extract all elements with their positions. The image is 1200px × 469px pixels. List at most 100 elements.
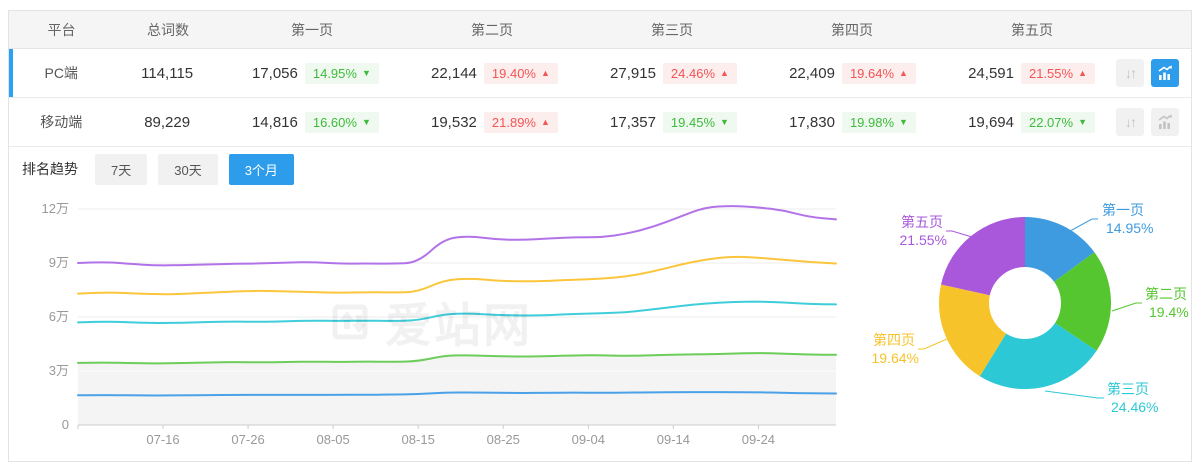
- donut-percent-第一页: 14.95%: [1106, 220, 1153, 236]
- trend-toolbar: 排名趋势 7天 30天 3个月: [9, 147, 1191, 191]
- show-trend-chart-button[interactable]: [1151, 108, 1180, 136]
- label-leader-line-第五页: [946, 230, 973, 238]
- line-series-第一页: [77, 391, 837, 397]
- donut-label-第四页: 第四页: [873, 332, 915, 348]
- down-arrow-icon: ▼: [899, 116, 908, 127]
- change-percent: 14.95%: [312, 65, 357, 81]
- down-arrow-icon: ▼: [361, 116, 371, 127]
- down-arrow-icon: ▼: [720, 116, 729, 127]
- down-arrow-icon: ▼: [1078, 116, 1087, 127]
- page-1-cell: 14,816 16.60% ▼: [221, 111, 400, 133]
- x-axis-label-08-15: 08-15: [402, 432, 435, 447]
- page-3-count: 17,357: [610, 113, 656, 131]
- page-4-change-badge: 19.64% ▲: [841, 62, 916, 84]
- change-percent: 19.45%: [670, 114, 716, 130]
- sort-compare-button[interactable]: ↓↑: [1116, 108, 1145, 136]
- page-4-cell: 17,830 19.98% ▼: [758, 111, 937, 133]
- donut-label-第二页: 第二页: [1145, 286, 1187, 302]
- change-percent: 22.07%: [1028, 114, 1074, 130]
- page-3-cell: 17,357 19.45% ▼: [579, 111, 758, 133]
- table-row-移动端[interactable]: 移动端 89,229 14,816 16.60% ▼ 19,532 21.89% ▲ 17,35…: [9, 98, 1191, 147]
- page-5-cell: 24,591 21.55% ▲: [937, 62, 1116, 84]
- trend-tab-30天[interactable]: 30天: [158, 153, 218, 185]
- page-5-count: 24,591: [968, 64, 1014, 82]
- show-trend-chart-button[interactable]: [1151, 59, 1180, 87]
- donut-label-第五页: 第五页: [901, 214, 943, 230]
- page-1-change-badge: 16.60% ▼: [304, 111, 379, 133]
- page-distribution-donut-chart: 第一页 14.95% 第二页 19.4% 第三页 24.46% 第四页 19.64% 第五页 21…: [872, 202, 1189, 415]
- x-axis-label-09-04: 09-04: [572, 432, 605, 447]
- column-header-1: 平台: [47, 21, 76, 38]
- donut-label-第一页: 第一页: [1102, 202, 1144, 218]
- page-1-change-badge: 14.95% ▼: [304, 62, 379, 84]
- row-actions: ↓↑: [1116, 59, 1191, 87]
- donut-slice-第二页[interactable]: [1054, 252, 1112, 351]
- donut-percent-第二页: 19.4%: [1149, 304, 1189, 320]
- page-4-change-badge: 19.98% ▼: [841, 111, 916, 133]
- donut-percent-第五页: 21.55%: [900, 232, 947, 248]
- page-1-count: 17,056: [251, 64, 298, 82]
- up-arrow-icon: ▲: [720, 67, 729, 78]
- trend-chart-icon: [1158, 65, 1172, 80]
- trend-tab-3个月[interactable]: 3个月: [228, 153, 294, 185]
- line-series-第二页: [77, 352, 837, 365]
- table-header: 平台 总词数 第一页 第二页 第三页 第四页 第五页: [9, 11, 1191, 49]
- page-2-cell: 22,144 19.40% ▲: [400, 62, 579, 84]
- line-series-第四页: [77, 255, 837, 296]
- sort-arrows-icon: ↓↑: [1125, 65, 1137, 81]
- platform-label: PC端: [44, 65, 78, 81]
- up-arrow-icon: ▲: [1078, 67, 1087, 78]
- donut-percent-第三页: 24.46%: [1111, 399, 1158, 415]
- area-fill: [78, 353, 836, 425]
- sort-compare-button[interactable]: ↓↑: [1116, 59, 1145, 87]
- x-axis-label-07-16: 07-16: [146, 432, 179, 447]
- page-5-change-badge: 22.07% ▼: [1020, 111, 1095, 133]
- donut-percent-第四页: 19.64%: [872, 350, 919, 366]
- y-axis-label-3万: 3万: [49, 363, 69, 378]
- trend-tab-7天[interactable]: 7天: [95, 153, 148, 185]
- page-4-cell: 22,409 19.64% ▲: [758, 62, 937, 84]
- trend-section-title: 排名趋势: [22, 161, 78, 177]
- change-percent: 24.46%: [670, 65, 716, 81]
- up-arrow-icon: ▲: [899, 67, 908, 78]
- keyword-rank-panel: 平台 总词数 第一页 第二页 第三页 第四页 第五页 PC端 114,115 17,056 14.…: [8, 10, 1192, 462]
- down-arrow-icon: ▼: [361, 67, 371, 78]
- label-leader-line-第四页: [918, 338, 948, 350]
- page-5-cell: 19,694 22.07% ▼: [937, 111, 1116, 133]
- donut-label-第三页: 第三页: [1107, 381, 1149, 397]
- line-series-第三页: [77, 300, 837, 324]
- page-4-count: 22,409: [789, 64, 835, 82]
- donut-slice-第三页[interactable]: [979, 323, 1097, 390]
- change-percent: 19.40%: [491, 65, 536, 81]
- y-axis-label-12万: 12万: [42, 201, 69, 216]
- row-actions: ↓↑: [1116, 108, 1191, 136]
- page-5-change-badge: 21.55% ▲: [1020, 62, 1095, 84]
- donut-slice-第一页[interactable]: [1025, 217, 1095, 282]
- table-row-PC端[interactable]: PC端 114,115 17,056 14.95% ▼ 22,144 19.40% ▲ 27,9…: [9, 49, 1191, 98]
- change-percent: 16.60%: [312, 114, 357, 130]
- change-percent: 21.55%: [1028, 65, 1074, 81]
- up-arrow-icon: ▲: [540, 116, 550, 127]
- page-3-change-badge: 24.46% ▲: [662, 62, 737, 84]
- column-header-7: 第五页: [1011, 21, 1053, 38]
- change-percent: 21.89%: [491, 114, 536, 130]
- change-percent: 19.64%: [849, 65, 895, 81]
- page-1-count: 14,816: [251, 113, 298, 131]
- y-axis-label-0: 0: [62, 417, 69, 432]
- donut-slice-第四页[interactable]: [938, 284, 1007, 377]
- page-5-count: 19,694: [968, 113, 1014, 131]
- x-axis-label-08-25: 08-25: [487, 432, 520, 447]
- page-3-cell: 27,915 24.46% ▲: [579, 62, 758, 84]
- trend-chart-icon: [1158, 114, 1172, 129]
- page-1-cell: 17,056 14.95% ▼: [221, 62, 400, 84]
- page-2-change-badge: 21.89% ▲: [483, 111, 558, 133]
- up-arrow-icon: ▲: [540, 67, 550, 78]
- x-axis-label-09-24: 09-24: [742, 432, 775, 447]
- column-header-6: 第四页: [831, 21, 873, 38]
- total-words-value: 114,115: [141, 64, 194, 82]
- x-axis-label-07-26: 07-26: [231, 432, 264, 447]
- donut-slice-第五页[interactable]: [941, 217, 1025, 296]
- table-body: PC端 114,115 17,056 14.95% ▼ 22,144 19.40% ▲ 27,9…: [9, 49, 1191, 147]
- page-2-cell: 19,532 21.89% ▲: [400, 111, 579, 133]
- charts-area: 0 3万 6万 9万 12万 07-16 07-26 08-05 08-15 08-25 09-04…: [9, 191, 1191, 458]
